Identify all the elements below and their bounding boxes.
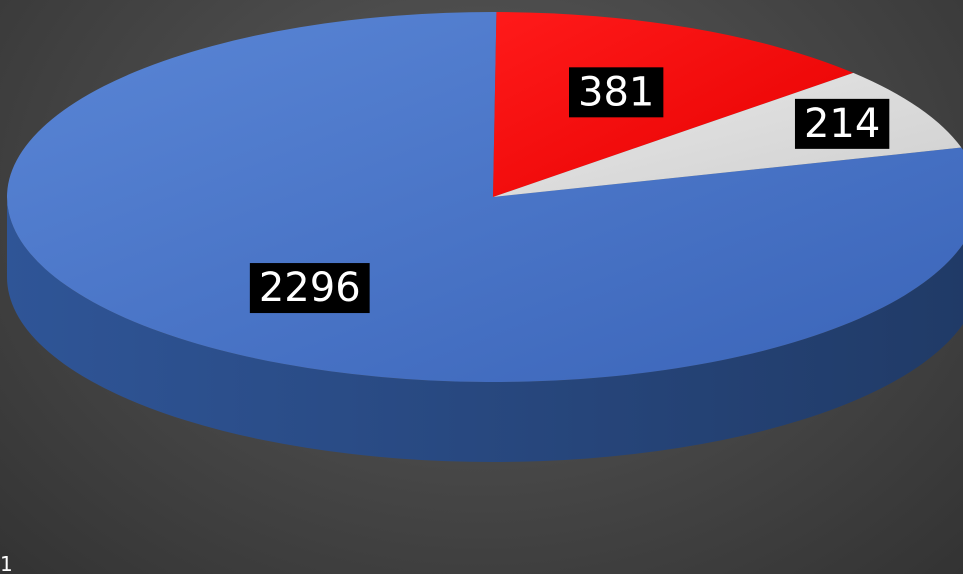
corner-text: 1	[0, 552, 13, 574]
slice-2296-side	[7, 197, 963, 462]
data-label-text: 381	[578, 69, 654, 115]
slice-381-top	[493, 12, 854, 198]
data-label-2296: 2296	[249, 263, 370, 314]
data-label-box	[249, 263, 370, 314]
data-label-214: 214	[794, 98, 890, 149]
data-label-text: 214	[804, 101, 880, 147]
slice-2296-top	[7, 12, 963, 382]
data-label-text: 2296	[259, 265, 361, 311]
data-label-381: 381	[569, 67, 664, 118]
data-label-box	[569, 67, 664, 118]
data-label-box	[794, 98, 890, 149]
